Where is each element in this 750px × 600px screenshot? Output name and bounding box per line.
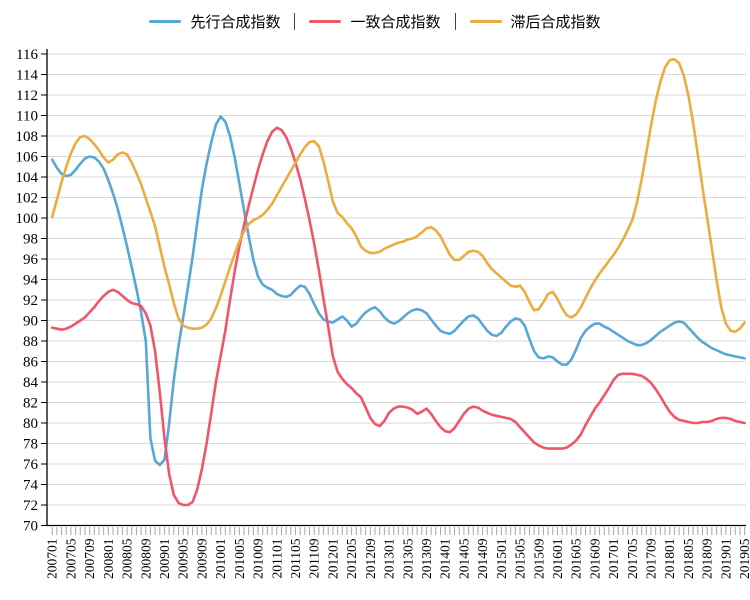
legend-swatch-lagging-index — [469, 19, 502, 23]
x-axis-label: 201205 — [344, 538, 359, 579]
series-line-coincident-index — [50, 126, 746, 507]
x-axis-label: 201305 — [400, 538, 415, 579]
y-axis-label: 70 — [23, 519, 38, 535]
y-axis-label: 108 — [16, 129, 39, 145]
legend-separator — [454, 12, 456, 30]
x-axis-label: 201501 — [494, 539, 509, 580]
x-axis-label: 201201 — [325, 539, 340, 580]
x-axis-label: 201609 — [587, 538, 602, 579]
legend-separator — [294, 12, 296, 30]
x-axis-label: 201401 — [438, 539, 453, 580]
x-axis-label: 201701 — [606, 539, 621, 580]
x-axis-label: 200705 — [63, 538, 78, 579]
x-axis-label: 201705 — [625, 538, 640, 579]
legend-item-lagging-index: 滞后合成指数 — [456, 11, 615, 32]
legend-label-lagging-index: 滞后合成指数 — [510, 14, 601, 31]
x-axis-label: 200805 — [120, 538, 135, 579]
y-axis-label: 110 — [16, 109, 38, 125]
x-axis-label: 200905 — [176, 538, 191, 579]
y-axis-label: 82 — [23, 396, 38, 412]
x-axis-label: 200909 — [194, 538, 209, 579]
x-axis-label: 200709 — [82, 538, 97, 579]
x-axis-label: 201301 — [382, 539, 397, 580]
x-axis-label: 200801 — [101, 539, 116, 580]
x-axis-label: 201005 — [232, 538, 247, 579]
legend: 先行合成指数 一致合成指数 滞后合成指数 — [0, 0, 750, 38]
x-axis-label: 201709 — [644, 538, 659, 579]
x-axis-label: 201905 — [737, 538, 750, 579]
y-axis-label: 96 — [23, 252, 39, 268]
x-axis-label: 201605 — [569, 538, 584, 579]
legend-item-leading-index: 先行合成指数 — [135, 11, 294, 32]
legend-label-leading-index: 先行合成指数 — [190, 14, 281, 31]
y-axis-label: 98 — [23, 232, 38, 248]
series-line-lagging-index — [50, 57, 746, 334]
x-axis-label: 200901 — [157, 539, 172, 580]
x-axis-label: 200701 — [45, 539, 60, 580]
x-axis-label: 201801 — [662, 539, 677, 580]
x-axis-label: 201009 — [251, 538, 266, 579]
x-axis-label: 201309 — [419, 538, 434, 579]
y-axis-label: 102 — [16, 191, 39, 207]
y-axis-label: 94 — [23, 273, 39, 289]
y-axis-label: 92 — [23, 293, 38, 309]
y-axis-label: 104 — [16, 170, 39, 186]
legend-item-coincident-index: 一致合成指数 — [295, 11, 454, 32]
x-axis-label: 201805 — [681, 538, 696, 579]
y-axis-label: 78 — [23, 437, 38, 453]
x-axis-label: 201109 — [307, 538, 322, 578]
x-axis-label: 201901 — [718, 539, 733, 580]
y-axis-label: 90 — [23, 314, 38, 330]
y-axis-label: 88 — [23, 334, 38, 350]
y-axis-label: 114 — [16, 68, 38, 84]
legend-swatch-leading-index — [149, 19, 182, 23]
y-axis-label: 106 — [16, 150, 39, 166]
x-axis-label: 201601 — [550, 539, 565, 580]
x-axis-label: 201809 — [700, 538, 715, 579]
y-axis-label: 86 — [23, 355, 39, 371]
x-axis-label: 201209 — [363, 538, 378, 579]
x-axis-label: 200809 — [138, 538, 153, 579]
y-axis-label: 80 — [23, 416, 38, 432]
x-axis-label: 201105 — [288, 538, 303, 578]
y-axis-label: 72 — [23, 498, 38, 514]
x-axis-label: 201509 — [531, 538, 546, 579]
series-line-leading-index — [50, 115, 746, 467]
y-axis-label: 76 — [23, 457, 39, 473]
y-axis-label: 84 — [23, 375, 39, 391]
x-axis-label: 201409 — [475, 538, 490, 579]
legend-label-coincident-index: 一致合成指数 — [350, 14, 441, 31]
composite-index-line-chart: 70 72 74 76 78 80 82 84 86 88 90 92 94 96 98 100 102 104 1… — [16, 47, 750, 580]
x-axis-label: 201405 — [456, 538, 471, 579]
x-axis-label: 201101 — [269, 539, 284, 579]
x-axis-label: 201505 — [513, 538, 528, 579]
y-axis-label: 100 — [16, 211, 39, 227]
y-axis-label: 112 — [16, 88, 38, 104]
legend-swatch-coincident-index — [309, 19, 342, 23]
y-axis-label: 116 — [16, 47, 38, 63]
y-axis-label: 74 — [23, 478, 39, 494]
x-axis-label: 201001 — [213, 539, 228, 580]
